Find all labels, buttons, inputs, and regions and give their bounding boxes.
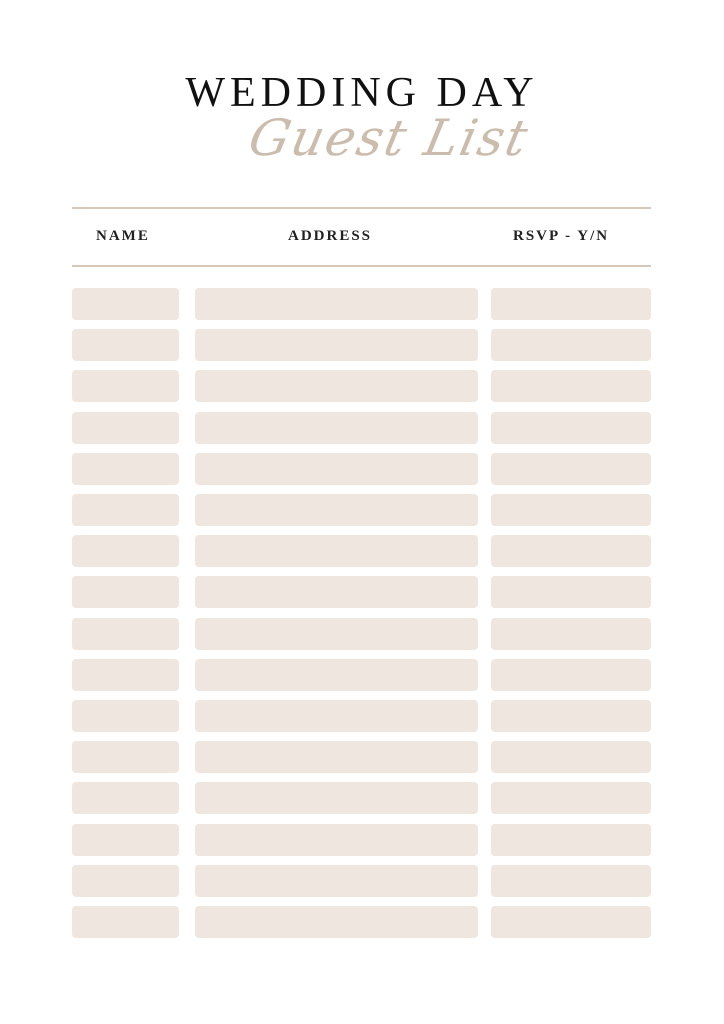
rsvp-field[interactable]: [491, 906, 651, 938]
address-field[interactable]: [195, 576, 478, 609]
address-field[interactable]: [195, 535, 478, 568]
rsvp-field[interactable]: [491, 782, 651, 815]
address-field[interactable]: [195, 906, 478, 938]
rsvp-field[interactable]: [491, 823, 651, 856]
name-field[interactable]: [72, 782, 179, 815]
address-field[interactable]: [195, 782, 478, 815]
name-field[interactable]: [72, 658, 179, 691]
name-field[interactable]: [72, 864, 179, 897]
column-header-rsvp: RSVP - Y/N: [513, 228, 610, 244]
rsvp-field[interactable]: [491, 864, 651, 897]
rsvp-field[interactable]: [491, 288, 651, 320]
name-field[interactable]: [72, 329, 179, 362]
name-field[interactable]: [72, 288, 179, 320]
rsvp-field[interactable]: [491, 658, 651, 691]
address-field[interactable]: [195, 864, 478, 897]
name-field[interactable]: [72, 494, 179, 526]
script-subtitle: Guest List: [243, 109, 535, 167]
rsvp-field[interactable]: [491, 741, 651, 774]
address-field[interactable]: [195, 494, 478, 526]
address-field[interactable]: [195, 741, 478, 774]
name-field[interactable]: [72, 370, 179, 403]
name-field[interactable]: [72, 535, 179, 568]
name-field[interactable]: [72, 576, 179, 609]
address-field[interactable]: [195, 823, 478, 856]
page-title: WEDDING DAY: [185, 70, 539, 116]
column-header-name: NAME: [96, 228, 150, 244]
rsvp-field[interactable]: [491, 535, 651, 568]
address-field[interactable]: [195, 411, 478, 444]
column-header-address: ADDRESS: [288, 228, 373, 244]
header-top-rule: [72, 207, 651, 209]
name-field[interactable]: [72, 411, 179, 444]
rsvp-field[interactable]: [491, 700, 651, 732]
address-field[interactable]: [195, 288, 478, 320]
rsvp-field[interactable]: [491, 576, 651, 609]
rsvp-field[interactable]: [491, 617, 651, 650]
name-field[interactable]: [72, 823, 179, 856]
rsvp-field[interactable]: [491, 452, 651, 485]
rsvp-field[interactable]: [491, 494, 651, 526]
address-field[interactable]: [195, 700, 478, 732]
address-field[interactable]: [195, 370, 478, 403]
address-field[interactable]: [195, 617, 478, 650]
header-bottom-rule: [72, 265, 651, 267]
name-field[interactable]: [72, 452, 179, 485]
name-field[interactable]: [72, 617, 179, 650]
address-field[interactable]: [195, 452, 478, 485]
address-field[interactable]: [195, 329, 478, 362]
rsvp-field[interactable]: [491, 329, 651, 362]
rsvp-field[interactable]: [491, 370, 651, 403]
name-field[interactable]: [72, 906, 179, 938]
name-field[interactable]: [72, 741, 179, 774]
address-field[interactable]: [195, 658, 478, 691]
rsvp-field[interactable]: [491, 411, 651, 444]
name-field[interactable]: [72, 700, 179, 732]
